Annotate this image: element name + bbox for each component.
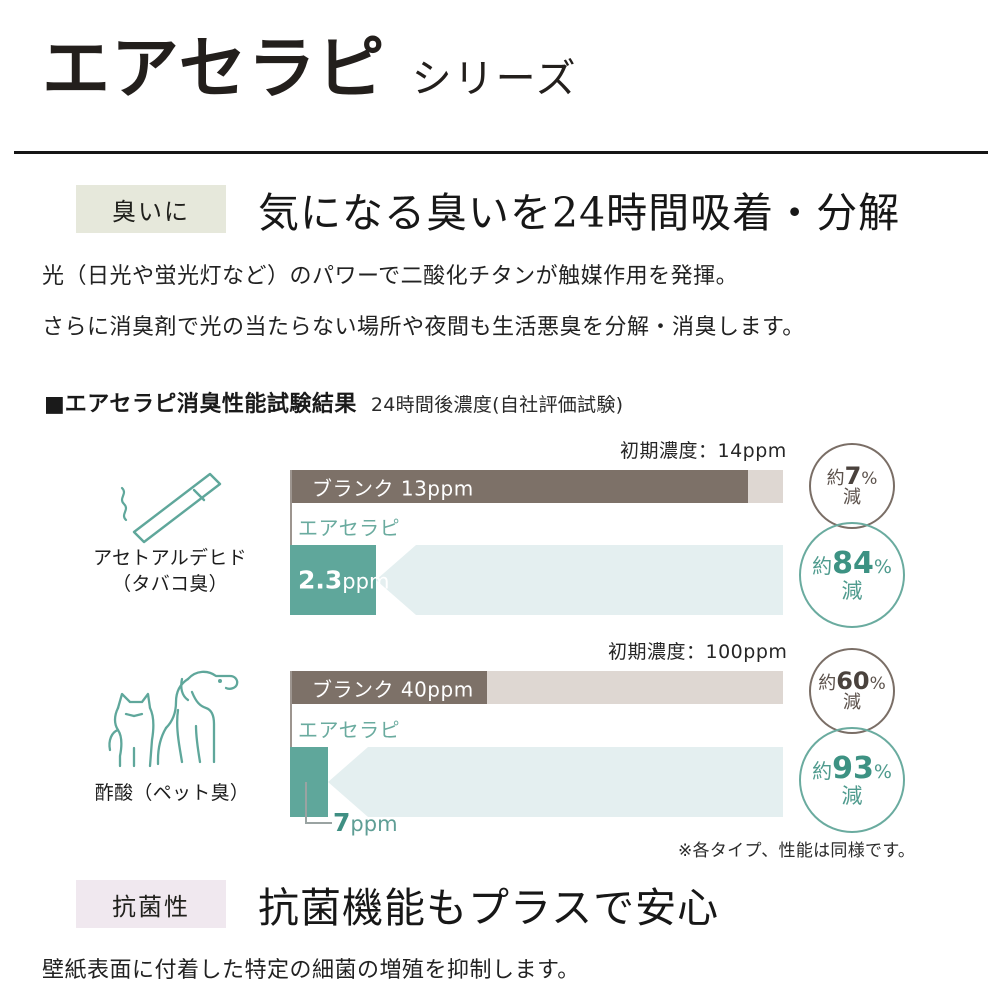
reduction-prefix-a1: 約 <box>812 554 833 579</box>
source-label-1-line2: （タバコ臭） <box>112 572 228 595</box>
airtherapy-series-label-2: エアセラピ <box>298 718 401 742</box>
reduction-prefix-b2: 約 <box>818 672 837 694</box>
reduction-percent-b1: % <box>861 468 878 489</box>
antibacterial-badge: 抗菌性 <box>76 880 226 928</box>
blank-bar-track-2: ブランク 40ppm <box>290 671 783 704</box>
airtherapy-bar-label-2: 7ppm <box>333 808 398 837</box>
reduction-prefix-a2: 約 <box>812 759 833 784</box>
leader-line-horizontal-2 <box>305 822 332 824</box>
page-header: エアセラピ シリーズ <box>42 36 578 104</box>
odor-body-line-2: さらに消臭剤で光の当たらない場所や夜間も生活悪臭を分解・消臭します。 <box>42 315 805 340</box>
brand-title: エアセラピ <box>42 30 386 109</box>
reduction-value-b1: 7 <box>844 461 862 490</box>
source-label-2: 酢酸（ペット臭） <box>62 781 282 807</box>
reduction-value-b2: 60 <box>836 666 870 695</box>
reduction-badge-airtherapy-2: 約 93 % 減 <box>799 727 905 833</box>
reduction-suffix-a2: 減 <box>841 783 863 808</box>
reduction-arrow-1: 2.3ppm <box>290 545 783 615</box>
source-label-1: アセトアルデヒド （タバコ臭） <box>60 546 280 597</box>
reduction-suffix-b2: 減 <box>843 692 861 714</box>
blank-bar-track-1: ブランク 13ppm <box>290 470 783 503</box>
reduction-suffix-b1: 減 <box>843 487 861 509</box>
odor-badge: 臭いに <box>76 185 226 233</box>
airtherapy-bar-1: 2.3ppm <box>290 545 389 615</box>
reduction-badge-blank-1: 約 7 % 減 <box>809 443 895 529</box>
blank-bar-label-2: ブランク 40ppm <box>312 677 474 701</box>
chart-axis-line-2 <box>290 671 292 801</box>
odor-section-heading: 臭いに 気になる臭いを24時間吸着・分解 <box>76 179 900 239</box>
source-label-1-line1: アセトアルデヒド <box>93 547 247 569</box>
odor-body-line-1: 光（日光や蛍光灯など）のパワーで二酸化チタンが触媒作用を発揮。 <box>42 264 739 289</box>
reduction-badge-blank-2: 約 60 % 減 <box>809 648 895 734</box>
reduction-arrow-2 <box>290 747 783 817</box>
reduction-badge-airtherapy-1: 約 84 % 減 <box>799 522 905 628</box>
test-result-subtitle: 24時間後濃度(自社評価試験) <box>370 394 624 416</box>
dog-cat-icon <box>96 662 248 782</box>
brand-series-label: シリーズ <box>411 56 578 102</box>
cigarette-icon <box>118 470 228 553</box>
antibacterial-body-line-1: 壁紙表面に付着した特定の細菌の増殖を抑制します。 <box>42 958 580 983</box>
chart-axis-line-1 <box>290 470 292 600</box>
reduction-prefix-b1: 約 <box>826 467 845 489</box>
bullet-square-icon: ■ <box>44 392 65 417</box>
initial-concentration-label-1: 初期濃度：14ppm <box>620 440 787 462</box>
test-footnote: ※各タイプ、性能は同様です。 <box>678 841 916 861</box>
airtherapy-bar-label-1: 2.3ppm <box>298 566 389 595</box>
blank-bar-label-1: ブランク 13ppm <box>312 476 474 500</box>
initial-concentration-label-2: 初期濃度：100ppm <box>608 641 788 663</box>
airtherapy-value-1: 2.3 <box>298 565 343 595</box>
arrow-body-2 <box>368 747 783 817</box>
reduction-percent-a2: % <box>873 761 892 784</box>
arrow-body-1 <box>416 545 783 615</box>
airtherapy-unit-2: ppm <box>350 812 398 836</box>
reduction-percent-a1: % <box>873 556 892 579</box>
source-label-2-line1: 酢酸（ペット臭） <box>94 782 250 804</box>
airtherapy-value-2: 7 <box>333 808 351 837</box>
reduction-value-a1: 84 <box>832 546 874 582</box>
airtherapy-unit-1: ppm <box>342 569 390 594</box>
reduction-suffix-a1: 減 <box>841 578 863 603</box>
antibacterial-section-heading: 抗菌性 抗菌機能もプラスで安心 <box>76 874 719 934</box>
airtherapy-bar-2 <box>290 747 328 817</box>
odor-section-title: 気になる臭いを24時間吸着・分解 <box>258 189 901 237</box>
test-result-title: エアセラピ消臭性能試験結果 <box>64 392 357 417</box>
leader-line-vertical-2 <box>305 782 307 824</box>
reduction-percent-b2: % <box>869 673 886 694</box>
antibacterial-section-title: 抗菌機能もプラスで安心 <box>258 884 720 932</box>
arrow-head-icon-2 <box>328 747 368 817</box>
header-divider <box>14 151 988 154</box>
reduction-value-a2: 93 <box>832 751 874 787</box>
test-result-heading: ■ エアセラピ消臭性能試験結果 24時間後濃度(自社評価試験) <box>44 386 623 418</box>
airtherapy-series-label-1: エアセラピ <box>298 516 401 540</box>
blank-bar-fill-1 <box>290 470 748 503</box>
blank-bar-fill-2 <box>290 671 487 704</box>
